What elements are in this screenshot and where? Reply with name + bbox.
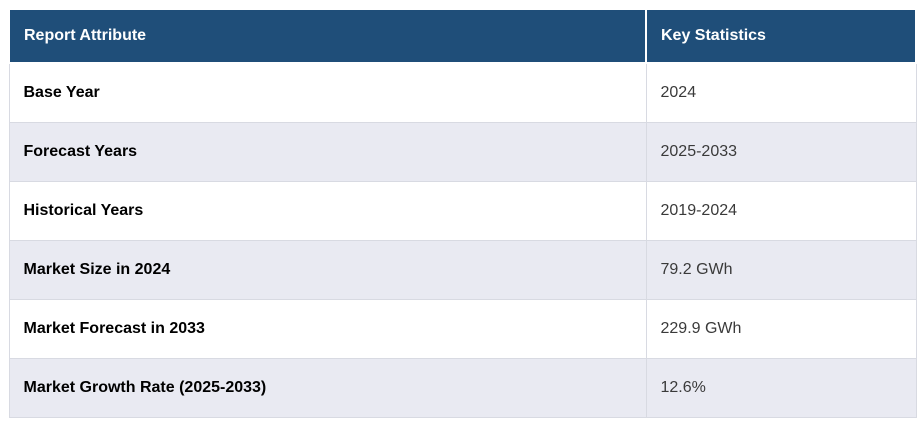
report-statistics-table: Report Attribute Key Statistics Base Yea… — [8, 8, 917, 418]
value-cell: 79.2 GWh — [645, 240, 917, 300]
attribute-cell: Base Year — [8, 62, 647, 123]
attribute-cell: Forecast Years — [8, 122, 647, 182]
attribute-cell: Market Growth Rate (2025-2033) — [8, 358, 647, 418]
table-row-market-forecast-2033: Market Forecast in 2033 229.9 GWh — [8, 299, 917, 359]
table-row-forecast-years: Forecast Years 2025-2033 — [8, 122, 917, 182]
table-header-row: Report Attribute Key Statistics — [8, 8, 917, 64]
attribute-cell: Historical Years — [8, 181, 647, 241]
value-cell: 229.9 GWh — [645, 299, 917, 359]
table-row-historical-years: Historical Years 2019-2024 — [8, 181, 917, 241]
table-row-base-year: Base Year 2024 — [8, 62, 917, 123]
column-header-report-attribute: Report Attribute — [8, 8, 647, 64]
value-cell: 2019-2024 — [645, 181, 917, 241]
attribute-cell: Market Size in 2024 — [8, 240, 647, 300]
table-row-market-growth-rate: Market Growth Rate (2025-2033) 12.6% — [8, 358, 917, 418]
column-header-key-statistics: Key Statistics — [645, 8, 917, 64]
table-row-market-size-2024: Market Size in 2024 79.2 GWh — [8, 240, 917, 300]
attribute-cell: Market Forecast in 2033 — [8, 299, 647, 359]
value-cell: 12.6% — [645, 358, 917, 418]
value-cell: 2025-2033 — [645, 122, 917, 182]
value-cell: 2024 — [645, 62, 917, 123]
